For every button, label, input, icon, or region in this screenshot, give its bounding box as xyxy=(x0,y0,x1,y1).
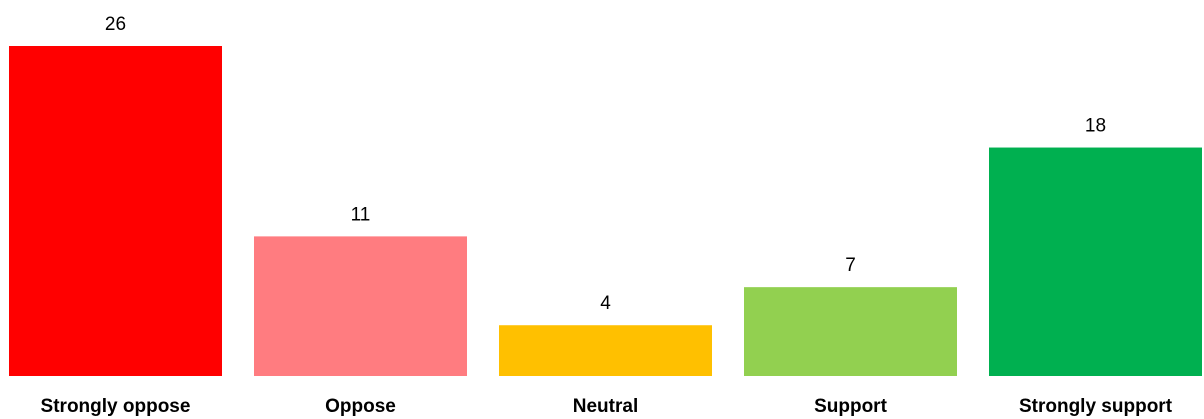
value-label-oppose: 11 xyxy=(351,204,371,225)
value-label-neutral: 4 xyxy=(600,293,611,314)
value-label-support: 7 xyxy=(845,255,856,276)
value-label-strongly-oppose: 26 xyxy=(105,14,126,35)
bar-neutral xyxy=(499,325,712,376)
bar-support xyxy=(744,287,957,376)
category-label-support: Support xyxy=(814,396,887,417)
category-label-strongly-oppose: Strongly oppose xyxy=(41,396,191,417)
category-label-strongly-support: Strongly support xyxy=(1019,396,1173,417)
value-label-strongly-support: 18 xyxy=(1085,116,1106,137)
category-labels-group: Strongly oppose Oppose Neutral Support Stron… xyxy=(41,396,1173,417)
category-label-neutral: Neutral xyxy=(573,396,638,417)
category-label-oppose: Oppose xyxy=(325,396,396,417)
bar-strongly-support xyxy=(989,147,1202,376)
bar-strongly-oppose xyxy=(9,46,222,376)
bars-group xyxy=(9,46,1202,376)
bar-oppose xyxy=(254,236,467,376)
value-labels-group: 26 11 4 7 18 xyxy=(105,14,1106,314)
